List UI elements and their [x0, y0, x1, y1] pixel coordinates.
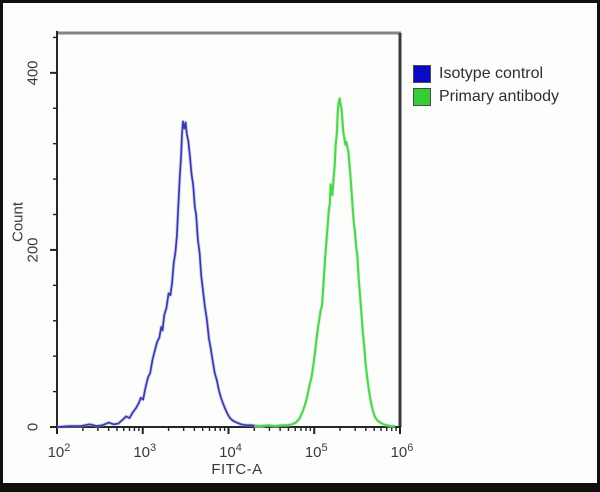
legend-label-primary-antibody: Primary antibody — [439, 88, 560, 105]
legend-label-isotype-control: Isotype control — [439, 65, 544, 82]
x-tick-label: 103 — [133, 442, 157, 462]
figure-background — [3, 3, 597, 483]
x-tick-label: 106 — [390, 442, 414, 462]
y-tick-label: 200 — [24, 237, 42, 263]
primary-antibody-swatch — [413, 88, 431, 106]
primary-antibody-curve — [254, 97, 396, 428]
isotype-control-swatch — [413, 65, 431, 83]
y-axis-title: Count — [9, 201, 27, 243]
legend-item-isotype-control: Isotype control — [413, 65, 559, 83]
x-tick-label: 102 — [47, 442, 71, 462]
y-tick-label: 0 — [24, 422, 42, 432]
x-tick-label: 105 — [304, 442, 328, 462]
isotype-control-curve — [56, 120, 265, 428]
legend: Isotype control Primary antibody — [413, 65, 559, 106]
y-tick-label: 400 — [24, 60, 42, 86]
x-tick-label: 104 — [219, 442, 242, 462]
x-axis-title: FITC-A — [211, 461, 263, 478]
legend-item-primary-antibody: Primary antibody — [413, 88, 559, 106]
isotype-control-curve — [56, 119, 265, 429]
